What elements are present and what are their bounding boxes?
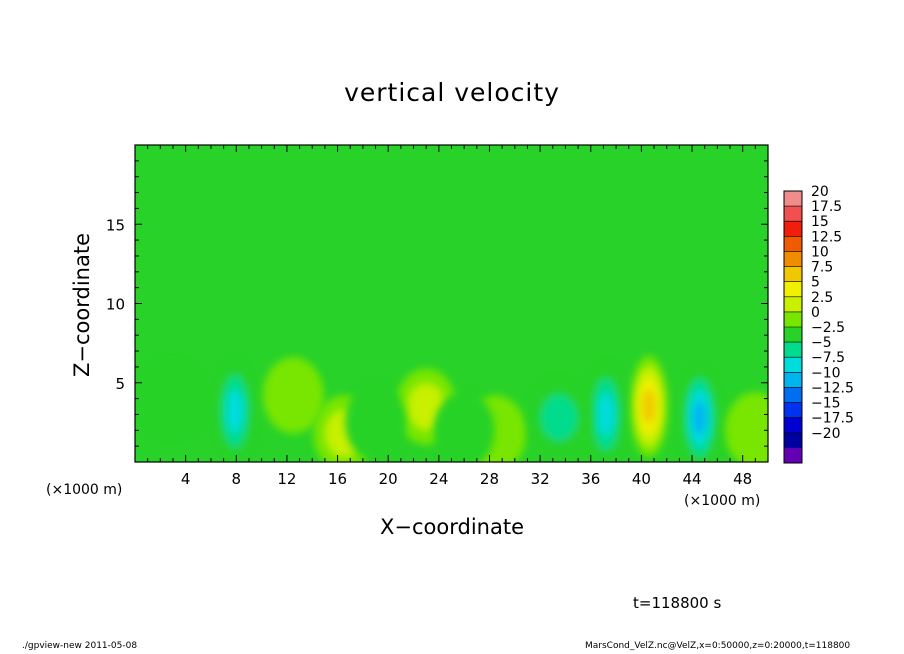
velocity-contour xyxy=(142,360,204,437)
velocity-contour xyxy=(724,392,768,462)
colorbar-label: −15 xyxy=(811,396,841,412)
colorbar-label: 5 xyxy=(811,275,820,291)
x-tick-label: 4 xyxy=(181,470,191,488)
velocity-contour xyxy=(540,394,578,441)
colorbar-swatch xyxy=(784,296,802,313)
y-tick-label: 15 xyxy=(106,216,125,234)
colorbar-label: −12.5 xyxy=(811,380,854,396)
colorbar-swatch xyxy=(784,372,802,388)
velocity-contour xyxy=(262,357,324,434)
colorbar-label: 20 xyxy=(811,184,829,200)
velocity-cell-downdraft xyxy=(586,363,625,462)
colorbar-label: −20 xyxy=(811,426,841,442)
colorbar-swatch xyxy=(784,447,802,464)
colorbar-swatch xyxy=(784,357,802,373)
plot-area xyxy=(135,145,768,462)
colorbar-label: −2.5 xyxy=(811,320,845,336)
x-tick-label: 44 xyxy=(682,470,701,488)
velocity-cell-downdraft xyxy=(142,360,204,437)
y-axis-label: Z−coordinate xyxy=(70,233,94,377)
x-tick-label: 40 xyxy=(632,470,651,488)
x-axis-unit-right: (×1000 m) xyxy=(684,493,761,509)
x-tick-label: 16 xyxy=(328,470,347,488)
x-tick-label: 12 xyxy=(277,470,296,488)
colorbar-swatch xyxy=(784,417,802,434)
colorbar-label: −17.5 xyxy=(811,411,854,427)
footer-right: MarsCond_VelZ.nc@VelZ,x=0:50000,z=0:2000… xyxy=(585,641,851,651)
colorbar-swatch xyxy=(784,342,802,358)
x-axis-label: X−coordinate xyxy=(380,515,524,539)
colorbar: 2017.51512.5107.552.50−2.5−5−7.5−10−12.5… xyxy=(783,184,854,464)
velocity-contour xyxy=(433,392,495,462)
colorbar-swatch xyxy=(784,266,802,283)
x-axis-unit-left: (×1000 m) xyxy=(46,482,123,498)
velocity-cell-updraft xyxy=(630,355,668,458)
x-tick-label: 48 xyxy=(733,470,752,488)
colorbar-label: −7.5 xyxy=(811,350,845,366)
footer-left: ./gpview-new 2011-05-08 xyxy=(22,641,138,651)
x-tick-label: 24 xyxy=(429,470,448,488)
colorbar-label: 7.5 xyxy=(811,260,833,276)
velocity-cell-updraft xyxy=(262,357,324,434)
colorbar-swatch xyxy=(784,311,802,328)
colorbar-swatch xyxy=(784,327,802,343)
x-tick-label: 36 xyxy=(581,470,600,488)
colorbar-label: −10 xyxy=(811,365,841,381)
colorbar-swatch xyxy=(784,281,802,298)
y-tick-label: 5 xyxy=(115,375,125,393)
velocity-cell-downdraft xyxy=(528,379,590,456)
velocity-contour xyxy=(407,383,445,430)
velocity-cell-downdraft xyxy=(345,384,406,461)
colorbar-swatch xyxy=(784,191,802,207)
colorbar-swatch xyxy=(784,387,802,404)
colorbar-swatch xyxy=(784,206,802,222)
colorbar-swatch xyxy=(784,402,802,419)
colorbar-swatch xyxy=(784,251,802,268)
colorbar-swatch xyxy=(784,236,802,252)
velocity-cell-downdraft xyxy=(216,360,255,462)
velocity-cell-downdraft xyxy=(680,366,719,462)
colorbar-label: 17.5 xyxy=(811,199,842,215)
x-tick-label: 32 xyxy=(531,470,550,488)
chart-title: vertical velocity xyxy=(344,78,560,107)
colorbar-label: 12.5 xyxy=(811,229,842,245)
velocity-cell-downdraft xyxy=(433,392,495,462)
x-tick-label: 28 xyxy=(480,470,499,488)
x-tick-label: 20 xyxy=(379,470,398,488)
velocity-contour xyxy=(226,389,244,434)
velocity-cell-updraft xyxy=(724,392,768,462)
colorbar-label: 2.5 xyxy=(811,290,833,306)
time-label: t=118800 s xyxy=(633,594,722,612)
x-tick-label: 8 xyxy=(232,470,242,488)
colorbar-label: 10 xyxy=(811,244,829,260)
y-tick-label: 10 xyxy=(106,296,125,314)
colorbar-swatch xyxy=(784,221,802,237)
colorbar-label: 0 xyxy=(811,305,820,321)
colorbar-swatch xyxy=(784,432,802,449)
velocity-contour xyxy=(597,392,615,437)
velocity-contour xyxy=(693,400,706,435)
colorbar-label: −5 xyxy=(811,335,832,351)
colorbar-label: 15 xyxy=(811,214,829,230)
velocity-contour xyxy=(642,389,656,424)
velocity-contour xyxy=(345,384,406,461)
